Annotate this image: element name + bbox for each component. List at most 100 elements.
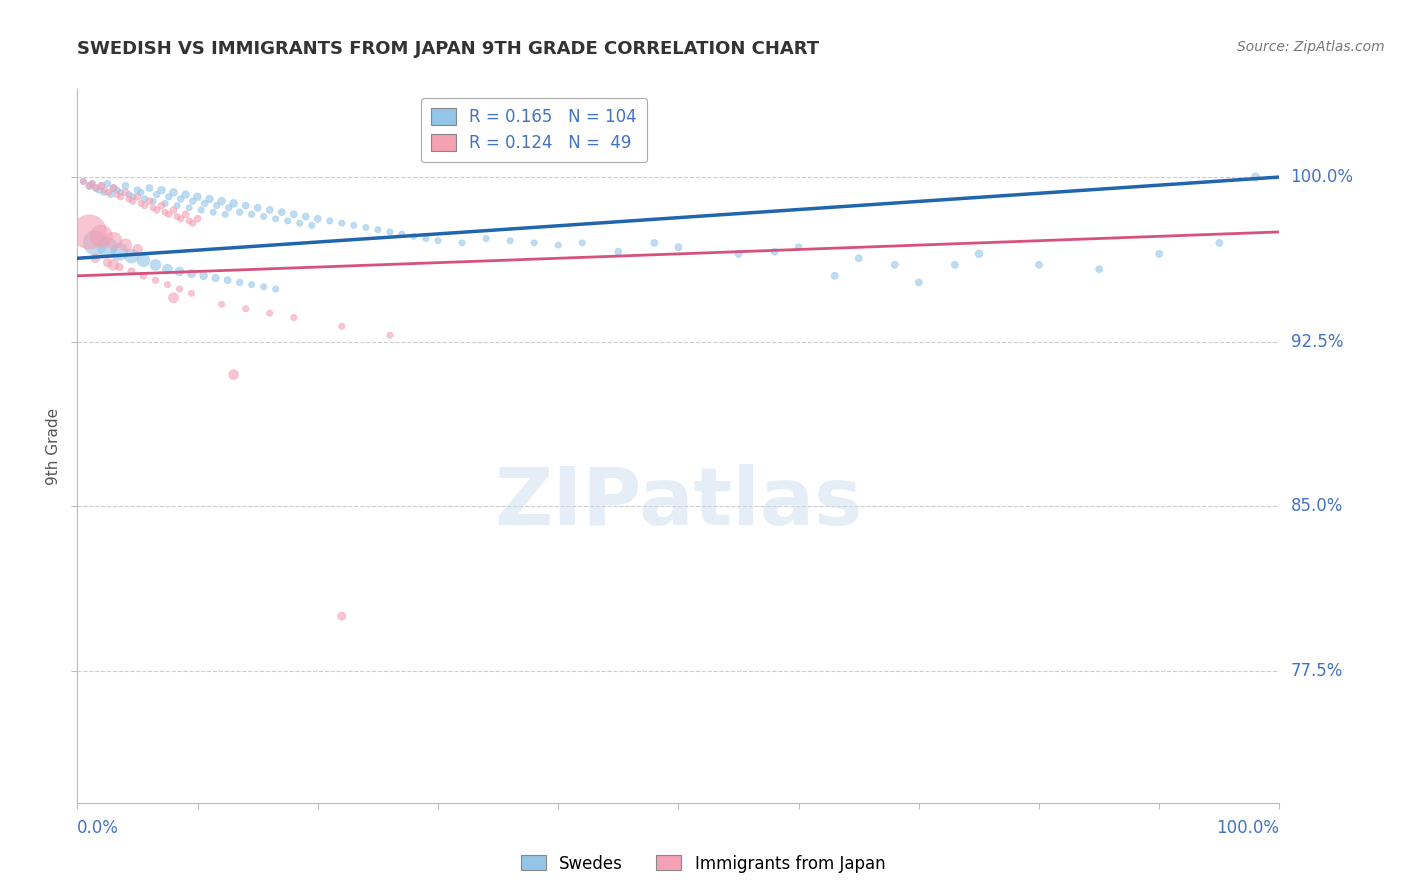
Point — [138, 194, 160, 209]
Point — [283, 310, 305, 325]
Point — [402, 229, 425, 244]
Point — [103, 181, 125, 195]
Text: 77.5%: 77.5% — [1291, 662, 1343, 680]
Point — [79, 178, 101, 193]
Point — [132, 253, 155, 268]
Point — [415, 231, 437, 245]
Point — [114, 238, 136, 252]
Point — [222, 196, 245, 211]
Point — [179, 201, 201, 215]
Point — [145, 187, 167, 202]
Point — [217, 273, 239, 287]
Point — [93, 186, 115, 200]
Point — [150, 183, 173, 197]
Point — [166, 198, 188, 212]
Point — [108, 244, 131, 259]
Point — [198, 192, 221, 206]
Point — [451, 235, 474, 250]
Point — [157, 190, 180, 204]
Point — [883, 258, 905, 272]
Point — [118, 192, 141, 206]
Point — [80, 177, 103, 191]
Point — [253, 210, 276, 224]
Point — [283, 207, 305, 221]
Text: 0.0%: 0.0% — [77, 820, 120, 838]
Point — [264, 282, 287, 296]
Point — [166, 210, 188, 224]
Point — [120, 249, 142, 263]
Point — [138, 181, 160, 195]
Point — [153, 205, 176, 219]
Point — [79, 178, 101, 193]
Point — [87, 183, 110, 197]
Point — [174, 207, 197, 221]
Point — [523, 235, 546, 250]
Point — [330, 319, 353, 334]
Point — [499, 234, 522, 248]
Point — [90, 178, 112, 193]
Point — [145, 258, 167, 272]
Point — [391, 227, 413, 241]
Point — [218, 201, 240, 215]
Point — [86, 181, 108, 195]
Point — [301, 219, 323, 233]
Point — [145, 273, 167, 287]
Point — [787, 240, 810, 254]
Point — [1028, 258, 1050, 272]
Point — [96, 177, 118, 191]
Point — [367, 223, 389, 237]
Point — [97, 186, 120, 200]
Point — [127, 190, 149, 204]
Point — [150, 198, 173, 212]
Point — [96, 255, 118, 269]
Point — [153, 196, 176, 211]
Point — [180, 267, 202, 281]
Point — [127, 183, 149, 197]
Point — [120, 264, 142, 278]
Point — [84, 235, 107, 250]
Point — [108, 260, 131, 274]
Point — [110, 186, 132, 200]
Text: 85.0%: 85.0% — [1291, 498, 1343, 516]
Point — [378, 225, 401, 239]
Text: Source: ZipAtlas.com: Source: ZipAtlas.com — [1237, 40, 1385, 54]
Point — [84, 252, 107, 266]
Point — [330, 216, 353, 230]
Point — [378, 328, 401, 343]
Point — [202, 205, 225, 219]
Point — [84, 181, 107, 195]
Point — [94, 183, 117, 197]
Point — [222, 368, 245, 382]
Point — [72, 174, 94, 188]
Point — [90, 178, 112, 193]
Text: SWEDISH VS IMMIGRANTS FROM JAPAN 9TH GRADE CORRELATION CHART: SWEDISH VS IMMIGRANTS FROM JAPAN 9TH GRA… — [77, 40, 820, 58]
Point — [174, 187, 197, 202]
Point — [235, 198, 257, 212]
Point — [170, 192, 193, 206]
Point — [100, 187, 122, 202]
Point — [211, 194, 233, 209]
Legend: Swedes, Immigrants from Japan: Swedes, Immigrants from Japan — [515, 848, 891, 880]
Point — [103, 234, 125, 248]
Point — [134, 198, 156, 212]
Point — [264, 211, 287, 226]
Point — [181, 194, 204, 209]
Point — [228, 205, 250, 219]
Point — [727, 247, 749, 261]
Point — [118, 187, 141, 202]
Point — [156, 262, 179, 277]
Point — [253, 280, 276, 294]
Point — [105, 183, 128, 197]
Point — [943, 258, 966, 272]
Point — [294, 210, 316, 224]
Point — [121, 194, 143, 209]
Point — [235, 301, 257, 316]
Point — [142, 194, 165, 209]
Point — [110, 190, 132, 204]
Point — [79, 225, 101, 239]
Point — [259, 202, 281, 217]
Point — [181, 216, 204, 230]
Point — [228, 276, 250, 290]
Text: 100.0%: 100.0% — [1216, 820, 1279, 838]
Point — [156, 277, 179, 292]
